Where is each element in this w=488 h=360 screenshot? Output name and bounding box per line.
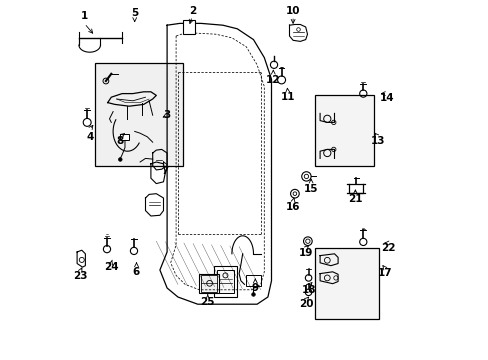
Text: 13: 13 — [370, 136, 384, 146]
Text: 25: 25 — [200, 297, 215, 307]
Text: 17: 17 — [377, 268, 391, 278]
Text: 3: 3 — [163, 110, 170, 120]
Text: 22: 22 — [381, 243, 395, 253]
Text: 9: 9 — [251, 283, 258, 293]
Circle shape — [251, 293, 255, 296]
Text: 20: 20 — [299, 299, 313, 309]
Text: 21: 21 — [347, 194, 362, 204]
Bar — [183, 20, 194, 34]
Text: 5: 5 — [131, 8, 138, 18]
Text: 7: 7 — [161, 166, 169, 176]
Text: 18: 18 — [302, 285, 316, 295]
Text: 11: 11 — [280, 92, 294, 102]
Text: 23: 23 — [73, 271, 87, 282]
Text: 19: 19 — [298, 248, 312, 258]
Bar — [314, 95, 373, 166]
Bar — [120, 134, 129, 140]
Text: 6: 6 — [133, 267, 140, 277]
Bar — [213, 266, 237, 297]
Text: 14: 14 — [379, 93, 393, 103]
Bar — [314, 248, 379, 319]
Text: 4: 4 — [86, 132, 93, 142]
Text: 15: 15 — [303, 184, 318, 194]
Text: 1: 1 — [81, 11, 88, 21]
Bar — [201, 275, 217, 292]
Bar — [199, 274, 219, 293]
Text: 24: 24 — [104, 262, 119, 273]
Text: 16: 16 — [285, 202, 300, 212]
Text: 10: 10 — [285, 6, 300, 16]
Bar — [95, 63, 183, 166]
Bar — [246, 275, 260, 286]
Text: 12: 12 — [265, 75, 280, 85]
Circle shape — [118, 158, 122, 161]
Text: 2: 2 — [188, 6, 196, 16]
Bar — [217, 270, 233, 293]
Text: 8: 8 — [117, 136, 123, 146]
